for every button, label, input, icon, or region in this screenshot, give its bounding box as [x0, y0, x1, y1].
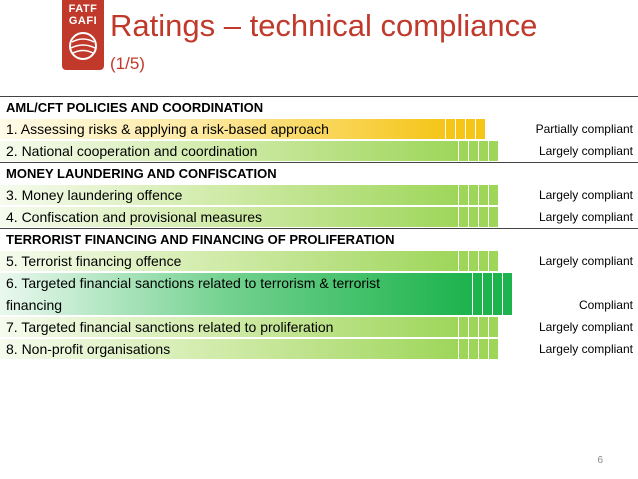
rating-bar	[0, 185, 498, 205]
rating-row: 6. Targeted financial sanctions related …	[0, 272, 638, 316]
rating-label: 2. National cooperation and coordination	[6, 143, 258, 159]
rating-row: 2. National cooperation and coordination…	[0, 140, 638, 162]
section-heading: AML/CFT POLICIES AND COORDINATION	[0, 96, 638, 119]
rating-value: Largely compliant	[538, 254, 633, 268]
rating-label: 8. Non-profit organisations	[6, 341, 171, 357]
rating-label: 5. Terrorist financing offence	[6, 253, 182, 269]
rating-bar	[0, 339, 498, 359]
section-heading: TERRORIST FINANCING AND FINANCING OF PRO…	[0, 228, 638, 251]
rating-row: 1. Assessing risks & applying a risk-bas…	[0, 118, 638, 140]
rating-bar	[0, 141, 498, 161]
rating-bar	[0, 273, 512, 315]
section-heading: MONEY LAUNDERING AND CONFISCATION	[0, 162, 638, 185]
rating-bar	[0, 119, 485, 139]
rating-value: Largely compliant	[538, 188, 633, 202]
rating-bar	[0, 207, 498, 227]
rating-value: Compliant	[578, 298, 633, 312]
globe-icon	[69, 32, 97, 60]
rating-row: 7. Targeted financial sanctions related …	[0, 316, 638, 338]
rating-label-continued: financing	[6, 297, 63, 313]
logo-line-1: FATF	[68, 3, 98, 15]
rating-row: 4. Confiscation and provisional measures…	[0, 206, 638, 228]
slide-title: Ratings – technical compliance	[110, 8, 538, 43]
rating-row: 3. Money laundering offence Largely compl…	[0, 184, 638, 206]
rating-value: Largely compliant	[538, 144, 633, 158]
page-number: 6	[597, 455, 603, 466]
rating-value: Largely compliant	[538, 342, 633, 356]
rating-row: 5. Terrorist financing offence Largely co…	[0, 250, 638, 272]
rating-label: 3. Money laundering offence	[6, 187, 183, 203]
rating-value: Partially compliant	[535, 122, 633, 136]
rating-bar	[0, 251, 498, 271]
rating-label: 7. Targeted financial sanctions related …	[6, 319, 334, 335]
rating-label: 4. Confiscation and provisional measures	[6, 209, 263, 225]
rating-label: 6. Targeted financial sanctions related …	[6, 275, 381, 291]
rating-value: Largely compliant	[538, 210, 633, 224]
rating-label: 1. Assessing risks & applying a risk-bas…	[6, 121, 329, 137]
rating-row: 8. Non-profit organisations Largely compl…	[0, 338, 638, 360]
rating-value: Largely compliant	[538, 320, 633, 334]
fatf-gafi-logo: FATF GAFI	[62, 0, 104, 70]
rating-bar	[0, 317, 498, 337]
slide-subtitle: (1/5)	[110, 54, 145, 73]
logo-line-2: GAFI	[68, 15, 98, 27]
